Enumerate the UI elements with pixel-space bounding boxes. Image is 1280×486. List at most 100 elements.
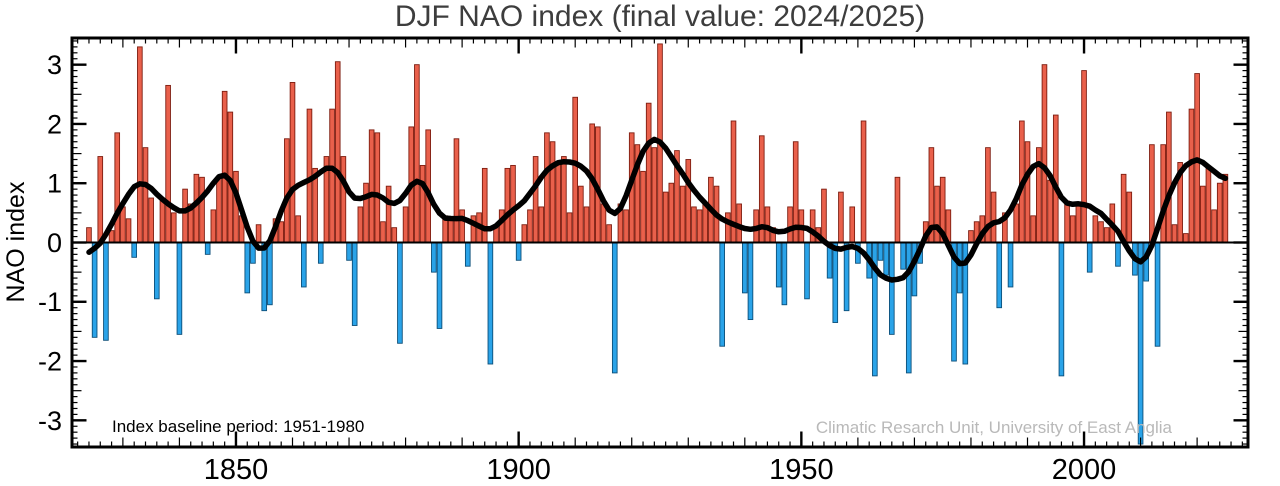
bar-year-1833: [137, 46, 143, 243]
bar-year-1867: [329, 108, 335, 243]
bar-year-1876: [380, 221, 386, 243]
y-tick-label--2: -2: [38, 347, 62, 377]
bar-year-1916: [606, 224, 612, 243]
bar-year-1827: [103, 242, 109, 341]
bar-year-1998: [1069, 215, 1076, 243]
bar-year-2024: [1216, 182, 1223, 243]
bar-year-1885: [431, 242, 437, 273]
bar-year-1848: [221, 90, 228, 243]
bar-year-1879: [397, 242, 403, 344]
y-tick-label-3: 3: [47, 50, 62, 80]
bar-year-1927: [668, 182, 675, 243]
bar-year-1826: [97, 156, 104, 243]
bar-year-1959: [849, 206, 856, 243]
bar-year-1843: [193, 173, 200, 243]
bar-year-1961: [860, 120, 867, 243]
bar-year-1919: [623, 209, 629, 243]
bar-year-1824: [86, 227, 92, 243]
bar-year-2023: [1211, 209, 1217, 243]
bar-year-1875: [374, 132, 381, 243]
bar-year-1899: [510, 164, 516, 243]
bar-year-1888: [448, 218, 454, 243]
bar-year-1907: [555, 162, 562, 243]
bar-year-1889: [453, 138, 460, 243]
bar-year-1858: [278, 221, 284, 243]
bar-year-1841: [182, 188, 188, 243]
bar-year-1987: [1007, 242, 1014, 288]
x-tick-label-1950: 1950: [769, 454, 834, 486]
bar-year-2014: [1160, 144, 1166, 243]
bar-year-1830: [120, 206, 126, 243]
bar-year-1877: [385, 185, 392, 243]
bar-year-1922: [640, 170, 646, 243]
bar-year-1933: [702, 203, 709, 243]
baseline-period-note: Index baseline period: 1951-1980: [112, 417, 364, 436]
bar-year-1890: [459, 209, 465, 243]
bar-year-1882: [414, 64, 420, 243]
bar-year-2015: [1166, 111, 1172, 243]
bar-year-1870: [346, 242, 352, 261]
bar-year-1836: [154, 242, 160, 300]
y-tick-label--3: -3: [38, 406, 62, 436]
bar-year-1932: [696, 209, 703, 243]
bar-year-1911: [578, 185, 584, 243]
bar-year-1868: [334, 61, 341, 243]
bar-year-1926: [662, 191, 669, 243]
bar-year-1954: [821, 188, 827, 243]
bar-year-1880: [402, 206, 409, 243]
y-tick-label-2: 2: [47, 109, 62, 139]
y-axis-label: NAO index: [2, 181, 30, 302]
chart-title: DJF NAO index (final value: 2024/2025): [395, 0, 925, 33]
bar-year-2012: [1149, 144, 1155, 243]
bar-year-1898: [504, 167, 511, 243]
bar-year-1838: [165, 84, 171, 243]
bar-year-1832: [131, 242, 137, 258]
bar-year-1844: [199, 176, 205, 243]
bar-year-1847: [216, 176, 222, 243]
bar-year-1969: [905, 242, 912, 374]
bar-year-1840: [176, 242, 183, 335]
bar-year-1941: [747, 242, 754, 321]
bar-year-1850: [233, 170, 239, 243]
bar-year-1964: [877, 242, 884, 261]
bar-year-1883: [419, 164, 426, 243]
bar-year-1974: [934, 185, 940, 243]
bar-year-2007: [1120, 173, 1127, 243]
bar-year-1958: [843, 242, 850, 312]
bar-year-2000: [1081, 70, 1087, 243]
bar-year-1895: [487, 242, 494, 365]
bar-year-1999: [1075, 203, 1082, 243]
bar-year-1904: [538, 206, 545, 243]
bar-year-1874: [368, 129, 375, 243]
y-tick-labels: -3 -2 -1 0 1 2 3: [38, 50, 62, 436]
bar-year-1966: [889, 242, 895, 335]
bar-year-1947: [781, 242, 788, 306]
bar-year-2022: [1205, 167, 1212, 243]
bar-year-1831: [125, 218, 132, 243]
bar-year-2002: [1092, 215, 1099, 243]
bar-year-1948: [787, 206, 793, 243]
bar-year-1906: [549, 141, 556, 243]
bar-year-1940: [742, 242, 748, 294]
bar-year-1967: [894, 176, 901, 243]
bar-year-1968: [900, 242, 906, 270]
bar-year-1936: [719, 242, 725, 347]
bar-year-1860: [289, 82, 296, 243]
bar-year-1946: [775, 242, 782, 288]
bar-year-1900: [515, 242, 522, 261]
bar-year-1872: [357, 206, 364, 243]
bar-year-1891: [464, 242, 471, 267]
credit-text: Climatic Resarch Unit, University of Eas…: [816, 418, 1173, 437]
bar-year-1873: [363, 182, 369, 243]
bar-year-1991: [1030, 215, 1036, 243]
bar-year-2025: [1222, 173, 1229, 243]
bar-year-1965: [883, 242, 889, 276]
bar-year-1930: [685, 159, 692, 243]
bar-year-1834: [142, 147, 149, 243]
y-tick-label-1: 1: [47, 169, 62, 199]
bar-year-2010: [1137, 242, 1144, 445]
bar-year-1902: [527, 209, 533, 243]
bar-year-1997: [1064, 200, 1070, 243]
bar-year-2004: [1103, 227, 1110, 243]
